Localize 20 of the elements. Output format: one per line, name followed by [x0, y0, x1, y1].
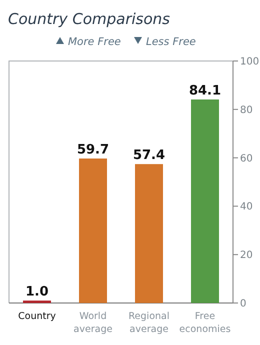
text: Less Free [146, 36, 196, 48]
data-label: 57.4 [132, 148, 166, 164]
x-tick-label: World average [74, 311, 113, 335]
y-tick-label: 100 [240, 56, 260, 68]
y-tick-label: 0 [240, 298, 246, 310]
x-tick-label: Regional average [128, 311, 170, 335]
data-label: 84.1 [188, 83, 222, 98]
x-tick-label: Country [18, 311, 56, 322]
text: More Free [68, 36, 121, 48]
x-tick-label: Free economies [179, 311, 231, 335]
y-tick-label: 60 [240, 153, 253, 164]
chart-title: Country Comparisons [8, 10, 170, 28]
bar [135, 164, 163, 303]
y-tick-label: 40 [240, 202, 253, 213]
data-label: 1.0 [25, 284, 49, 300]
bar [79, 158, 107, 303]
y-tick-label: 20 [240, 250, 253, 262]
bar [191, 99, 219, 303]
data-label: 59.7 [76, 142, 110, 158]
y-tick-label: 80 [240, 104, 253, 116]
